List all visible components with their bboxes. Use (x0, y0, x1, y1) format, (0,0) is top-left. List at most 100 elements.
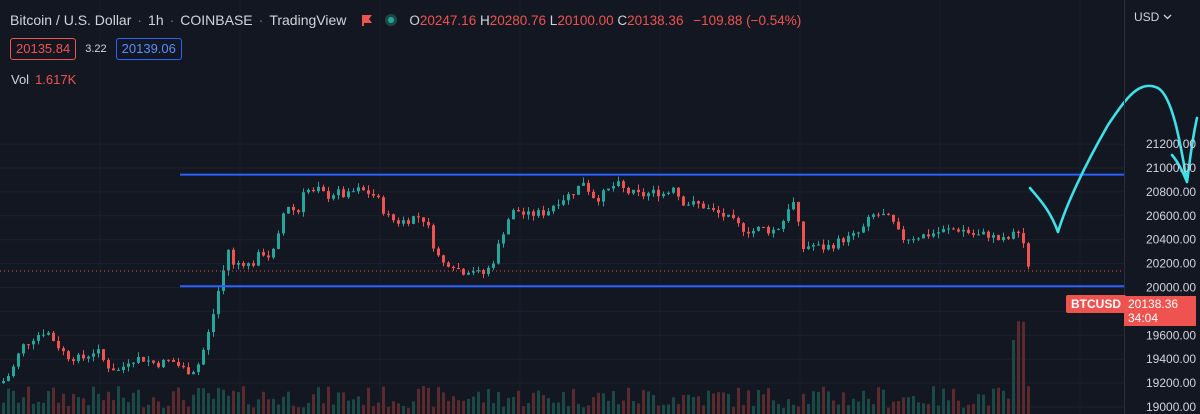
candle-body (772, 229, 775, 234)
volume-bar (862, 390, 865, 414)
candle-body (1027, 243, 1030, 267)
volume-bar (987, 405, 990, 414)
volume-bar (787, 399, 790, 414)
close-value: 20138.36 (627, 12, 684, 28)
flag-icon[interactable] (360, 14, 373, 27)
candle-body (1007, 237, 1010, 239)
candle-body (582, 182, 585, 186)
volume-label: Vol (11, 72, 30, 87)
candle-body (577, 185, 580, 195)
candle-body (237, 262, 240, 265)
volume-value: 1.617K (35, 72, 77, 87)
grid (0, 143, 1124, 408)
candle-body (207, 332, 210, 350)
volume-bar (287, 391, 290, 414)
volume-bar (237, 392, 240, 414)
currency-label[interactable]: USD (1134, 10, 1160, 24)
volume-bar (472, 396, 475, 414)
volume-bar (792, 404, 795, 414)
volume-bar (352, 399, 355, 414)
volume-bar (702, 405, 705, 414)
volume-bar (317, 387, 320, 414)
volume-bar (322, 403, 325, 414)
candle-body (477, 270, 480, 272)
candle-body (22, 344, 25, 354)
market-status-icon[interactable] (385, 14, 398, 26)
interval[interactable]: 1h (148, 12, 164, 28)
candle-body (287, 206, 290, 214)
candle-body (122, 366, 125, 370)
volume-bar (37, 401, 40, 414)
candle-body (137, 356, 140, 363)
candle-body (647, 193, 650, 197)
symbol-name[interactable]: Bitcoin / U.S. Dollar (10, 12, 132, 28)
volume-bar (522, 406, 525, 414)
volume-bar (402, 405, 405, 414)
volume-bar (412, 401, 415, 414)
y-tick-label: 21200.00 (1146, 137, 1196, 151)
candle-body (747, 231, 750, 234)
volume-bar (812, 391, 815, 414)
candle-body (807, 246, 810, 249)
candle-body (232, 249, 235, 265)
candle-body (932, 233, 935, 237)
volume-bar (557, 402, 560, 414)
volume-bar (492, 403, 495, 414)
candle-body (707, 208, 710, 210)
volume-bar (302, 407, 305, 414)
volume-bar (537, 390, 540, 414)
volume-bar (462, 400, 465, 414)
buy-button[interactable]: 20139.06 (115, 38, 182, 60)
candle-body (452, 266, 455, 269)
volume-bar (887, 407, 890, 414)
volume-bar (767, 388, 770, 414)
candle-body (432, 225, 435, 249)
candle-body (462, 268, 465, 275)
y-tick-label: 19000.00 (1146, 400, 1196, 414)
candle-body (437, 248, 440, 256)
candle-body (717, 209, 720, 213)
volume-bar (897, 401, 900, 414)
volume-bar (682, 395, 685, 414)
candle-body (142, 356, 145, 362)
volume-bar (1022, 321, 1025, 414)
volume-bar (627, 387, 630, 414)
candle-body (937, 232, 940, 234)
currency-selector[interactable]: USD (1134, 10, 1172, 24)
volume-bar (687, 394, 690, 414)
candle-body (852, 233, 855, 236)
sell-button[interactable]: 20135.84 (10, 38, 77, 60)
volume-bar (972, 403, 975, 414)
candle-body (427, 221, 430, 226)
candle-body (597, 198, 600, 202)
volume-bar (737, 387, 740, 414)
price-axis[interactable]: 19000.0019200.0019400.0019600.0019800.00… (1124, 0, 1197, 414)
volume-bar (617, 404, 620, 414)
volume-bar (712, 393, 715, 414)
volume-bar (797, 406, 800, 414)
candle-body (797, 202, 800, 222)
volume-bar (907, 397, 910, 414)
low-value: 20100.00 (557, 12, 614, 28)
candle-body (217, 290, 220, 315)
volume-bar (587, 405, 590, 414)
candle-body (567, 194, 570, 201)
candle-body (272, 248, 275, 258)
candle-body (792, 202, 795, 210)
candle-body (622, 181, 625, 188)
volume-bar (747, 390, 750, 414)
volume-bar (902, 397, 905, 414)
candle-body (872, 214, 875, 217)
volume-bar (222, 389, 225, 414)
volume-bar (477, 391, 480, 414)
candle-body (952, 228, 955, 230)
volume-bar (937, 405, 940, 414)
last-price-tag: 20138.36 34:04 (1124, 296, 1196, 326)
volume-bar (382, 386, 385, 414)
chevron-down-icon[interactable] (1163, 14, 1172, 20)
candle-body (67, 351, 70, 360)
candle-body (697, 201, 700, 204)
volume-bar (367, 387, 370, 414)
